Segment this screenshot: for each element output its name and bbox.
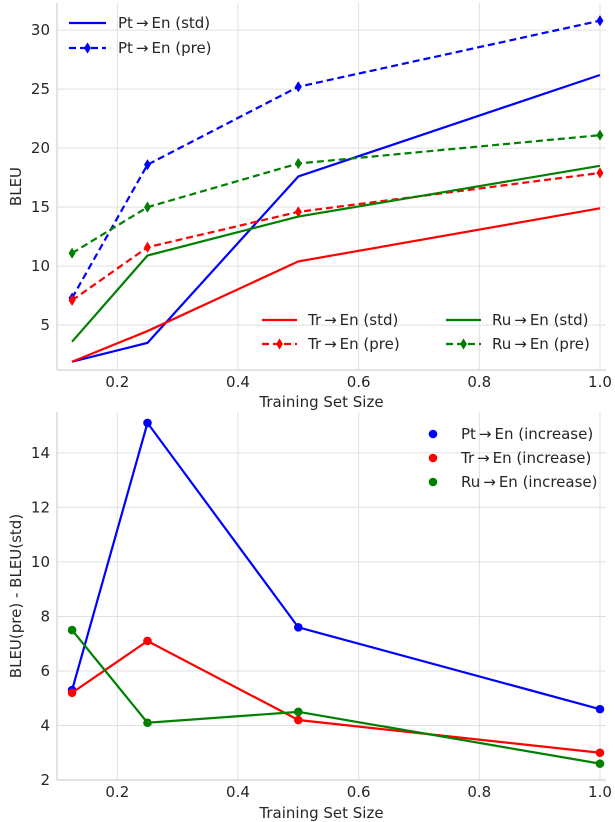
data-point [67, 625, 77, 635]
x-tick-label: 0.2 [105, 783, 129, 801]
legend-marker [275, 338, 284, 350]
data-point [596, 129, 604, 141]
data-point [143, 158, 152, 171]
y-tick-label: 10 [31, 553, 50, 571]
x-tick-label: 0.2 [105, 373, 129, 391]
x-tick-label: 0.6 [347, 783, 371, 801]
series-1 [68, 15, 604, 304]
data-point [143, 636, 152, 646]
y-tick-label: 4 [40, 716, 50, 734]
legend-label: Tr → En (increase) [460, 449, 591, 467]
series-line [71, 629, 601, 765]
data-point [68, 247, 76, 259]
legend-marker [428, 477, 438, 487]
x-tick-label: 0.4 [226, 783, 250, 801]
chart-panel-1: 0.2 0.4 0.6 0.8 1.0 5 10 15 20 25 30 Training Set S… [7, 3, 612, 411]
x-tick-label: 1.0 [588, 373, 612, 391]
data-point [294, 715, 303, 725]
legend-marker [428, 453, 438, 463]
y-tick-label: 30 [31, 21, 50, 39]
y-tick-label: 6 [40, 662, 50, 680]
series-line [71, 19, 601, 299]
data-point [143, 201, 152, 213]
data-point [294, 623, 303, 632]
series-line [71, 134, 601, 255]
x-axis-label: Training Set Size [258, 393, 383, 411]
x-tick-label: 0.6 [347, 373, 371, 391]
grid [57, 3, 606, 370]
series-0 [71, 73, 601, 363]
series-4 [71, 164, 601, 343]
y-tick-label: 8 [40, 607, 50, 625]
legend-label: Ru → En (std) [492, 311, 589, 329]
x-axis-label: Training Set Size [258, 804, 383, 822]
x-tick-label: 1.0 [588, 783, 612, 801]
legend-label: Pt → En (pre) [118, 39, 212, 57]
series-2 [71, 207, 601, 363]
data-point [68, 294, 76, 307]
legend-label: Pt → En (increase) [461, 425, 593, 443]
data-point [294, 81, 302, 93]
data-point [595, 748, 605, 758]
data-point [294, 707, 303, 717]
y-tick-label: 10 [31, 257, 50, 275]
series-3 [68, 167, 604, 307]
x-tick-label: 0.4 [226, 373, 250, 391]
data-point [596, 15, 604, 27]
series-line [71, 73, 601, 363]
y-axis-label: BLEU(pre) - BLEU(std) [7, 514, 25, 678]
data-point [143, 718, 152, 728]
y-tick-label: 14 [31, 444, 50, 462]
y-tick-label: 12 [31, 498, 50, 516]
x-tick-label: 0.8 [467, 373, 491, 391]
series-line [71, 207, 601, 363]
series-line [71, 420, 601, 711]
legend-label: Ru → En (pre) [492, 335, 590, 353]
legend-upper-right: Pt → En (increase) Tr → En (increase) Ru →… [428, 425, 598, 491]
data-point [294, 157, 302, 170]
y-tick-label: 20 [31, 139, 50, 157]
legend-label: Tr → En (std) [307, 311, 398, 329]
chart-panel-2: 0.2 0.4 0.6 0.8 1.0 2 4 6 8 10 12 14 Training Set Si… [7, 412, 612, 822]
y-tick-label: 5 [40, 316, 50, 334]
data-point [67, 688, 77, 698]
legend-upper-left: Pt → En (std) Pt → En (pre) [69, 14, 212, 57]
x-tick-label: 0.8 [467, 783, 491, 801]
y-tick-label: 15 [31, 198, 50, 216]
data-point [143, 418, 152, 428]
data-point [596, 167, 604, 179]
legend-marker [459, 338, 468, 350]
data-point [595, 704, 605, 714]
series-line [71, 639, 601, 754]
legend-label: Tr → En (pre) [307, 335, 400, 353]
series-2 [67, 625, 605, 768]
data-point [595, 759, 605, 768]
series-line [71, 171, 601, 302]
y-tick-label: 25 [31, 80, 50, 98]
legend-label: Pt → En (std) [118, 14, 210, 32]
series-1 [67, 636, 605, 758]
data-point [143, 241, 152, 253]
grid [57, 412, 606, 781]
y-axis-label: BLEU [7, 167, 25, 206]
legend-marker [83, 42, 92, 54]
legend-lower-right: Tr → En (std) Ru → En (std) Tr → En (pre) R… [262, 311, 590, 353]
series-line [71, 164, 601, 343]
series-5 [68, 129, 604, 259]
y-tick-label: 2 [40, 771, 50, 789]
legend-label: Ru → En (increase) [461, 473, 598, 491]
legend-marker [428, 429, 438, 439]
